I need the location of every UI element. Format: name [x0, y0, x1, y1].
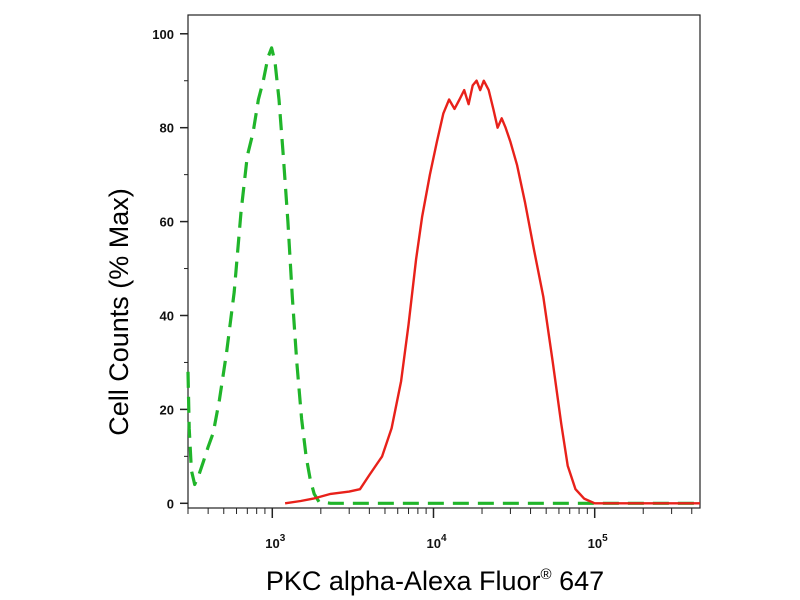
- y-tick-label: 100: [152, 27, 174, 42]
- x-axis-title-superscript: ®: [541, 566, 552, 583]
- y-axis: 0 20 40 60 80 100: [152, 27, 188, 511]
- x-tick-label: 103: [265, 533, 285, 551]
- y-tick-label: 60: [160, 215, 174, 230]
- x-tick-label: 105: [588, 533, 608, 551]
- x-axis-title-suffix: 647: [552, 566, 605, 596]
- y-tick-label: 40: [160, 308, 174, 323]
- x-tick-label: 104: [426, 533, 446, 551]
- sample-histogram-line: [284, 79, 700, 505]
- control-histogram-line: [186, 46, 700, 505]
- series-layer: [186, 46, 700, 505]
- y-axis-title: Cell Counts (% Max): [104, 188, 134, 436]
- x-axis-title-main: PKC alpha-Alexa Fluor: [266, 566, 541, 596]
- x-axis: 103 104 105: [187, 508, 693, 551]
- plot-border: [187, 14, 701, 509]
- x-axis-title: PKC alpha-Alexa Fluor® 647: [266, 566, 604, 596]
- y-tick-label: 80: [160, 121, 174, 136]
- plot-frame: [187, 14, 701, 509]
- y-tick-label: 0: [167, 496, 174, 511]
- y-tick-label: 20: [160, 402, 174, 417]
